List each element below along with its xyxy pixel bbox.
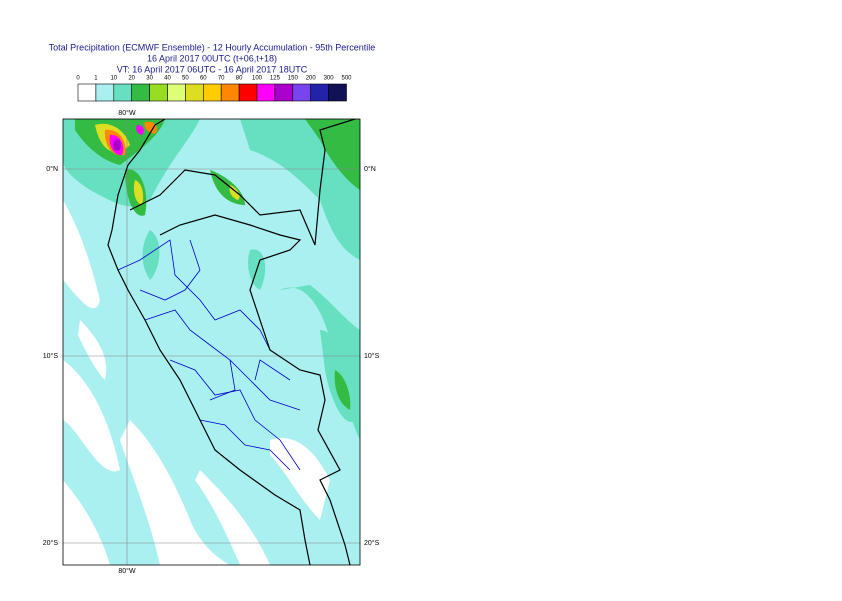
legend-label: 40 <box>164 76 171 82</box>
color-box <box>310 83 329 102</box>
color-box <box>220 83 240 102</box>
color-box <box>238 83 258 102</box>
legend-label: 300 <box>324 76 335 82</box>
lat-label: 0°N <box>364 165 376 173</box>
color-box <box>113 83 133 102</box>
color-box <box>95 83 115 102</box>
color-box <box>203 83 222 102</box>
legend-label: 0 <box>76 76 80 82</box>
subtitle: 16 April 2017 00UTC (t+06,t+18) <box>147 53 277 63</box>
legend-label: 80 <box>236 76 243 82</box>
lat-label: 20°S <box>364 539 380 547</box>
legend-label: 70 <box>218 76 225 82</box>
colorbar: 0 1 10 20 30 40 50 60 70 80 100 125 150 200 300 500 <box>76 76 352 102</box>
lon-label: 80°W <box>118 567 136 575</box>
color-box <box>77 83 97 102</box>
color-box <box>256 83 276 102</box>
color-box <box>185 83 204 102</box>
legend-label: 30 <box>146 76 153 82</box>
color-box <box>328 83 347 102</box>
color-box <box>167 83 186 102</box>
legend-label: 50 <box>182 76 189 82</box>
color-box <box>149 83 168 102</box>
valid-time: VT: 16 April 2017 06UTC - 16 April 2017 … <box>117 64 308 74</box>
legend-label: 100 <box>252 76 263 82</box>
lon-label: 80°W <box>118 109 136 117</box>
legend-label: 20 <box>128 76 135 82</box>
lat-label: 10°S <box>43 352 59 360</box>
map <box>63 119 360 565</box>
lat-label: 20°S <box>43 539 59 547</box>
legend-label: 500 <box>341 76 352 82</box>
lat-label: 0°N <box>46 165 58 173</box>
title: Total Precipitation (ECMWF Ensemble) - 1… <box>49 42 376 52</box>
color-box <box>292 83 311 102</box>
color-box <box>274 83 294 102</box>
lat-label: 10°S <box>364 352 380 360</box>
legend-label: 10 <box>110 76 117 82</box>
legend-label: 125 <box>270 76 281 82</box>
legend-label: 150 <box>288 76 299 82</box>
legend-label: 200 <box>306 76 317 82</box>
color-box <box>131 83 150 102</box>
legend-label: 1 <box>94 76 98 82</box>
map-frame <box>62 118 361 566</box>
legend-label: 60 <box>200 76 207 82</box>
